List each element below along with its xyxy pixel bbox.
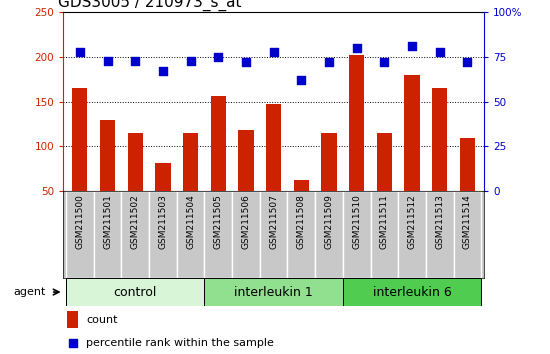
Bar <box>266 104 281 236</box>
Bar <box>128 133 143 236</box>
Bar <box>454 191 481 278</box>
Text: control: control <box>113 286 157 298</box>
Text: GSM211506: GSM211506 <box>241 194 250 249</box>
Text: GSM211502: GSM211502 <box>131 194 140 249</box>
Bar <box>122 191 149 278</box>
Text: count: count <box>86 315 118 325</box>
Bar <box>149 191 177 278</box>
Bar <box>460 137 475 236</box>
Bar <box>288 191 315 278</box>
Bar <box>238 130 254 236</box>
Text: GSM211511: GSM211511 <box>380 194 389 249</box>
Text: interleukin 1: interleukin 1 <box>234 286 313 298</box>
Point <box>69 341 78 346</box>
Bar <box>404 75 420 236</box>
Bar <box>232 191 260 278</box>
Bar <box>371 191 398 278</box>
Point <box>241 59 250 65</box>
Point <box>380 59 389 65</box>
Bar <box>426 191 454 278</box>
Bar <box>294 179 309 236</box>
Point <box>75 49 84 55</box>
Bar <box>211 96 226 236</box>
Point <box>270 49 278 55</box>
Point <box>463 59 472 65</box>
Point <box>131 58 140 63</box>
Text: percentile rank within the sample: percentile rank within the sample <box>86 338 274 348</box>
Text: GSM211509: GSM211509 <box>324 194 333 249</box>
Bar <box>349 55 364 236</box>
Point <box>186 58 195 63</box>
Text: GSM211512: GSM211512 <box>408 194 416 249</box>
Text: interleukin 6: interleukin 6 <box>373 286 452 298</box>
Text: GDS3005 / 210973_s_at: GDS3005 / 210973_s_at <box>58 0 241 11</box>
Point <box>435 49 444 55</box>
Point <box>324 59 333 65</box>
Bar <box>205 191 232 278</box>
Text: GSM211505: GSM211505 <box>214 194 223 249</box>
Text: GSM211508: GSM211508 <box>297 194 306 249</box>
Bar <box>100 120 115 236</box>
Text: GSM211503: GSM211503 <box>158 194 167 249</box>
Bar <box>377 133 392 236</box>
Text: GSM211504: GSM211504 <box>186 194 195 249</box>
Bar <box>155 162 170 236</box>
Bar <box>72 88 87 236</box>
Text: GSM211514: GSM211514 <box>463 194 472 249</box>
Text: GSM211500: GSM211500 <box>75 194 84 249</box>
Text: GSM211507: GSM211507 <box>269 194 278 249</box>
Text: GSM211510: GSM211510 <box>352 194 361 249</box>
Bar <box>177 191 205 278</box>
Bar <box>343 279 481 306</box>
Bar <box>432 88 447 236</box>
Text: agent: agent <box>14 287 46 297</box>
Point <box>352 45 361 51</box>
Text: GSM211513: GSM211513 <box>435 194 444 249</box>
Bar <box>321 133 337 236</box>
Point <box>297 78 306 83</box>
Bar <box>260 191 288 278</box>
Bar <box>183 133 198 236</box>
Text: GSM211501: GSM211501 <box>103 194 112 249</box>
Bar <box>94 191 122 278</box>
Bar <box>66 279 205 306</box>
Point <box>103 58 112 63</box>
Bar <box>315 191 343 278</box>
Bar <box>68 311 78 328</box>
Point <box>158 69 167 74</box>
Point <box>408 44 416 49</box>
Bar <box>398 191 426 278</box>
Bar <box>343 191 371 278</box>
Point <box>214 54 223 60</box>
Bar <box>66 191 94 278</box>
Bar <box>205 279 343 306</box>
